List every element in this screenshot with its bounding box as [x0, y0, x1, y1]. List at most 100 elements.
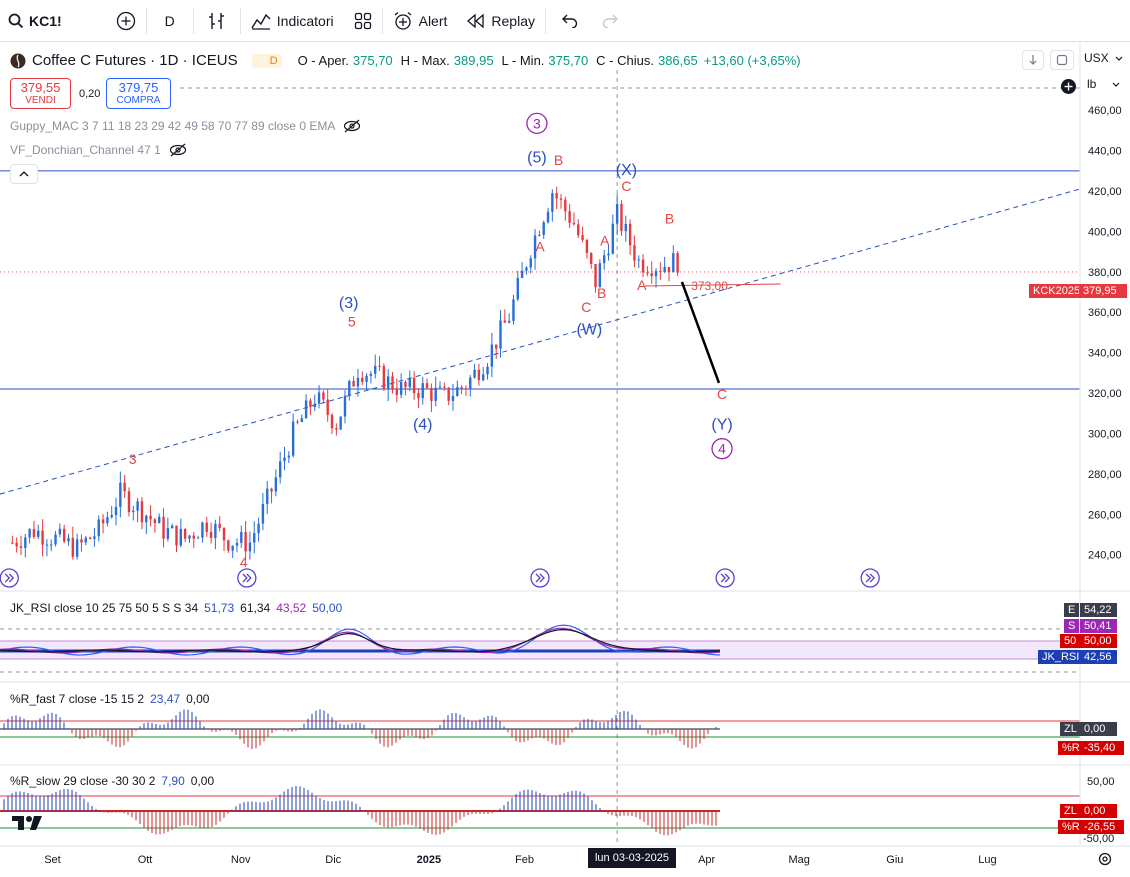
rfast-badge-r-label: %R [1058, 741, 1084, 755]
scroll-down-button[interactable] [1022, 50, 1044, 70]
candle-body [361, 377, 364, 382]
candle-body [404, 381, 407, 387]
candle-body [145, 515, 148, 523]
restore-icon [1056, 54, 1068, 66]
rslow-value-1: 7,90 [161, 774, 185, 788]
candle-body [37, 530, 40, 537]
add-price-line-button[interactable] [1061, 79, 1076, 94]
buy-button[interactable]: 379,75 COMPRA [106, 78, 171, 109]
last-price-badge: 379,95 [1079, 284, 1127, 298]
candle-body [516, 277, 519, 300]
candle-body [291, 421, 295, 456]
compare-symbol-button[interactable] [106, 0, 146, 42]
symbol-label: KC1! [29, 12, 62, 29]
sell-button[interactable]: 379,55 VENDI [10, 78, 71, 109]
indicator-legend-guppy: Guppy_MAC 3 7 11 18 23 29 42 49 58 70 77… [10, 119, 361, 133]
candle-body [317, 392, 321, 404]
candle-body [352, 380, 355, 387]
candle-body [278, 461, 282, 478]
wave-label: B [597, 285, 606, 301]
candle-body [179, 528, 183, 546]
candle-body [382, 366, 386, 390]
chart-type-button[interactable] [194, 0, 240, 42]
buy-label: COMPRA [116, 95, 161, 106]
undo-button[interactable] [546, 0, 592, 42]
price-tick-label: 260,00 [1088, 509, 1122, 521]
candle-body [503, 320, 507, 323]
candle-body [654, 271, 658, 277]
rfast-value-1: 23,47 [150, 692, 181, 706]
wave-label: 4 [718, 441, 726, 457]
candle-body [395, 389, 399, 395]
rfast-badge-r-value: -35,40 [1080, 741, 1124, 755]
unit-selector[interactable]: lb [1087, 77, 1120, 91]
candle-body [590, 252, 593, 264]
collapse-legend-button[interactable] [10, 164, 38, 184]
last-symbol-badge: KCK2025 [1029, 284, 1085, 298]
indicators-button[interactable]: Indicatori [241, 0, 344, 42]
replay-button[interactable]: Replay [457, 0, 545, 42]
price-tick-label: 240,00 [1088, 550, 1122, 562]
eye-off-icon[interactable] [169, 143, 187, 157]
candle-body [568, 211, 571, 223]
candle-body [253, 533, 256, 543]
unit-label: lb [1087, 77, 1097, 91]
wave-label: 3 [533, 115, 541, 131]
candle-body [464, 388, 468, 390]
event-marker-arrow [720, 573, 731, 583]
candle-body [32, 529, 36, 537]
rsi-badge-jk-label: JK_RSI [1038, 650, 1084, 664]
candle-body [633, 245, 636, 261]
candle-body [11, 542, 14, 544]
eye-off-icon[interactable] [343, 119, 361, 133]
candle-body [19, 546, 23, 548]
candle-body [88, 537, 92, 539]
wave-label: 4 [240, 554, 248, 570]
buy-price: 379,75 [118, 80, 159, 95]
redo-button[interactable] [592, 0, 630, 42]
candle-body [417, 393, 420, 399]
interval-button[interactable]: D [164, 12, 175, 29]
candle-body [374, 365, 377, 374]
candle-body [512, 299, 515, 321]
alert-button[interactable]: Alert [383, 0, 458, 42]
candle-body [183, 528, 187, 539]
chart-settings-button[interactable] [1097, 851, 1113, 872]
event-marker-arrow [535, 573, 545, 583]
rslow-badge-zl-value: 0,00 [1080, 804, 1117, 818]
toolbar-divider [381, 7, 383, 34]
rslow-title: %R_slow 29 close -30 30 2 [10, 774, 156, 788]
candle-body [287, 455, 291, 458]
candle-body [274, 477, 278, 492]
wave-label: (Y) [711, 416, 732, 433]
candle-body [106, 517, 109, 524]
layouts-button[interactable] [344, 0, 382, 42]
gear-icon [1098, 852, 1112, 866]
candle-body [477, 369, 481, 381]
replay-label: Replay [491, 12, 535, 29]
candle-body [533, 235, 537, 259]
candle-body [676, 253, 679, 273]
high-label: H - Max. [400, 53, 450, 68]
maximize-button[interactable] [1050, 50, 1074, 70]
currency-label: USX [1084, 51, 1109, 65]
time-tick-label: 2025 [417, 854, 441, 866]
candle-body [520, 270, 524, 278]
candle-body [598, 263, 602, 288]
candle-body [58, 528, 62, 535]
candle-body [266, 488, 269, 505]
tradingview-logo[interactable] [12, 814, 44, 837]
rfast-value-2: 0,00 [186, 692, 210, 706]
rfast-legend: %R_fast 7 close -15 15 2 23,47 0,00 [10, 692, 209, 706]
candle-body [158, 516, 161, 524]
symbol-search-button[interactable]: KC1! [0, 0, 72, 42]
candle-body [261, 504, 265, 524]
candle-body [54, 534, 57, 545]
time-tick-label: Feb [515, 854, 534, 866]
currency-selector[interactable]: USX [1084, 51, 1123, 65]
grid-icon [354, 12, 371, 29]
delayed-badge: D [251, 53, 282, 68]
price-tick-label: 280,00 [1088, 469, 1122, 481]
